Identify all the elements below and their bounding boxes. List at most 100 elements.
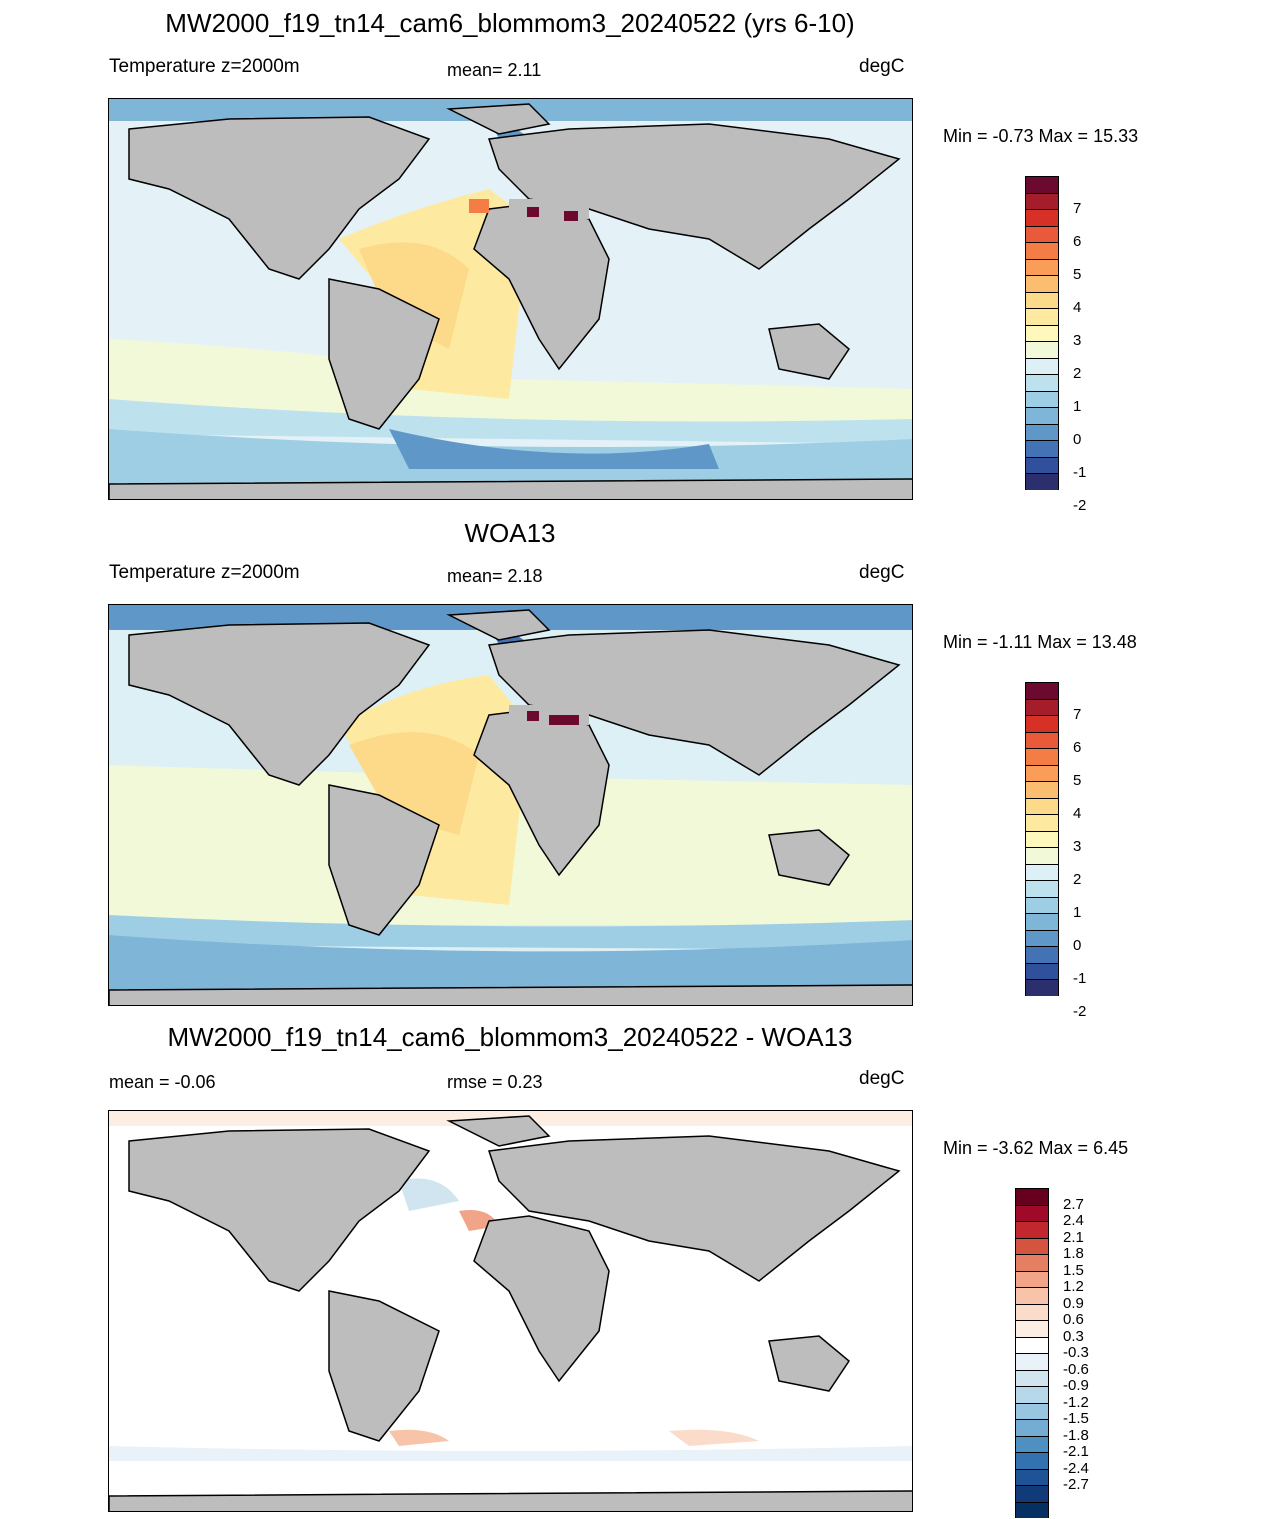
colorbar-label: 6 [1073,233,1082,250]
colorbar-box [1025,324,1059,341]
panel1-minmax: Min = -0.73 Max = 15.33 [943,126,1139,146]
colorbar-label: 1 [1073,904,1082,921]
colorbar-label: 4 [1073,299,1082,316]
colorbar-box [1015,1452,1049,1469]
colorbar-label: 7 [1073,706,1082,723]
colorbar-box [1015,1501,1049,1518]
colorbar-label: -2.1 [1063,1443,1089,1460]
colorbar-box [1025,830,1059,847]
colorbar-box [1025,341,1059,358]
colorbar-label: 0.6 [1063,1311,1084,1328]
colorbar-box [1025,407,1059,424]
panel1-colorbar: 7 6 5 4 3 2 1 0 -1 -2 [1025,176,1086,514]
colorbar-label: -1.2 [1063,1393,1089,1411]
colorbar-box [1025,748,1059,765]
colorbar-label: -1 [1073,464,1087,481]
colorbar-label: 0 [1073,937,1082,954]
colorbar-box [1025,192,1059,209]
colorbar-box [1025,781,1059,798]
colorbar-label: 5 [1073,772,1082,789]
colorbar-box [1015,1221,1049,1238]
colorbar-label: 1.8 [1063,1245,1084,1262]
colorbar-label: 2 [1073,871,1082,888]
panel2-mean: mean= 2.18 [447,566,543,586]
colorbar-label: 5 [1073,266,1082,283]
colorbar-box [1025,814,1059,831]
colorbar-box [1025,440,1059,457]
panel2-colorbar: 7 6 5 4 3 2 1 0 -1 -2 [1025,682,1086,1020]
colorbar-label: 0 [1073,431,1082,448]
colorbar-box [1025,863,1059,880]
colorbar-box [1025,209,1059,226]
colorbar-label: 1.5 [1063,1261,1084,1279]
panel3-map [108,1110,913,1512]
colorbar-box [1025,242,1059,259]
colorbar-box [1015,1204,1049,1221]
colorbar-box [1025,291,1059,308]
colorbar-box [1025,715,1059,732]
colorbar-box [1015,1485,1049,1502]
panel1-units: degC [859,56,905,77]
panel2-minmax: Min = -1.11 Max = 13.48 [943,632,1137,652]
colorbar-box [1025,225,1059,242]
colorbar-label: -2.4 [1063,1459,1089,1477]
colorbar-box [1015,1287,1049,1304]
colorbar-box [1025,275,1059,292]
panel1-map-canvas [109,99,912,499]
colorbar-label: -2 [1073,497,1087,514]
colorbar-box [1015,1320,1049,1337]
colorbar-box [1015,1303,1049,1320]
panel3-colorbar: 2.7 2.4 2.1 1.8 1.5 1.2 0.9 0.6 0.3 -0.3 -0.6 -0.9-… [1015,1188,1089,1518]
colorbar-box [1015,1353,1049,1370]
colorbar-box [1025,456,1059,473]
colorbar-label: 1.2 [1063,1278,1084,1295]
colorbar-label: 7 [1073,200,1082,217]
colorbar-label: 0.9 [1063,1294,1084,1312]
panel2-map-canvas [109,605,912,1005]
colorbar-box [1025,847,1059,864]
colorbar-box [1025,797,1059,814]
colorbar-label: -0.9 [1063,1377,1089,1394]
colorbar-box [1015,1468,1049,1485]
colorbar-box [1025,176,1059,193]
colorbar-label: -1.5 [1063,1410,1089,1427]
colorbar-box [1015,1369,1049,1386]
colorbar-box [1015,1237,1049,1254]
colorbar-box [1025,764,1059,781]
colorbar-box [1015,1270,1049,1287]
colorbar-box [1025,929,1059,946]
colorbar-box [1015,1419,1049,1436]
colorbar-label: 1 [1073,398,1082,415]
colorbar-box [1015,1386,1049,1403]
colorbar-label: 6 [1073,739,1082,756]
panel2-variable-label: Temperature z=2000m [109,562,300,583]
panel1-mean: mean= 2.11 [447,60,542,80]
colorbar-label: -2 [1073,1003,1087,1020]
panel3-title: MW2000_f19_tn14_cam6_blommom3_20240522 -… [167,1022,853,1052]
colorbar-label: -0.6 [1063,1360,1089,1378]
panel2-units: degC [859,562,905,583]
panel1-variable-label: Temperature z=2000m [109,56,300,77]
colorbar-label: 2.7 [1063,1195,1084,1213]
colorbar-box [1025,473,1059,490]
colorbar-label: 2.4 [1063,1212,1084,1229]
colorbar-label: 3 [1073,838,1082,855]
colorbar-label: -0.3 [1063,1344,1089,1361]
colorbar-box [1025,896,1059,913]
colorbar-box [1025,390,1059,407]
colorbar-box [1025,423,1059,440]
colorbar-box [1015,1336,1049,1353]
colorbar-box [1025,731,1059,748]
panel3-map-canvas [109,1111,912,1511]
panel3-units: degC [859,1068,905,1089]
colorbar-label: -1.8 [1063,1426,1089,1444]
panel1-map [108,98,913,500]
colorbar-box [1025,946,1059,963]
colorbar-box [1025,682,1059,699]
panel2-map [108,604,913,1006]
panel3-minmax: Min = -3.62 Max = 6.45 [943,1138,1129,1158]
colorbar-box [1015,1402,1049,1419]
colorbar-box [1025,880,1059,897]
colorbar-box [1025,979,1059,996]
colorbar-label: 0.3 [1063,1327,1084,1345]
